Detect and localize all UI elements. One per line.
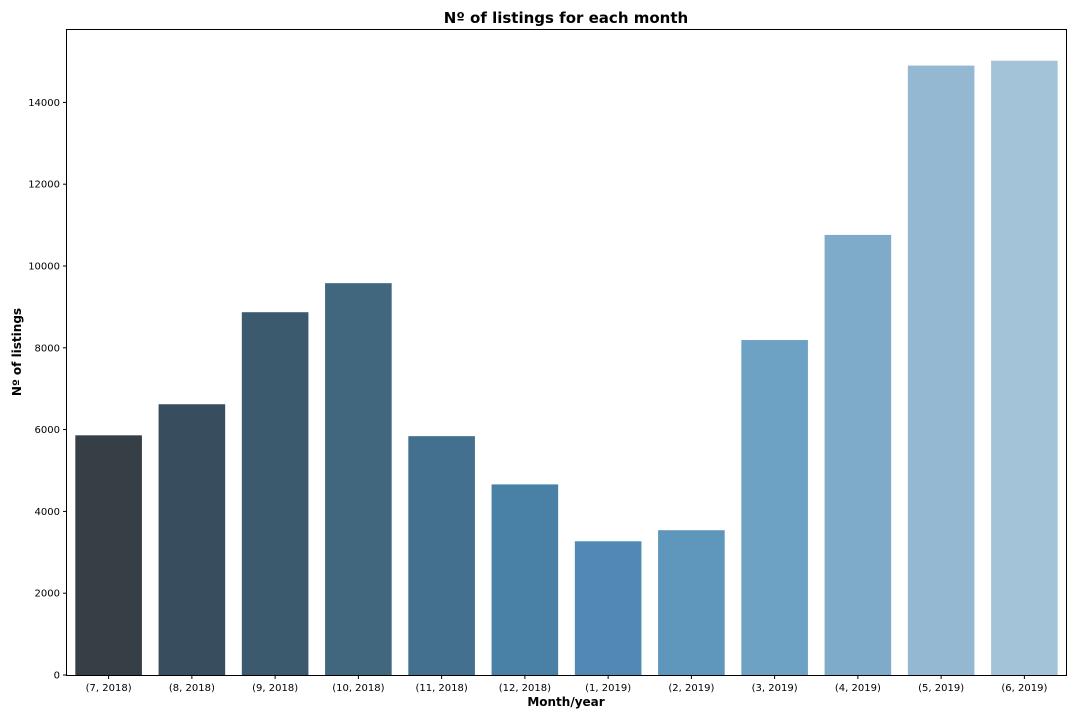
plot-frame [66, 29, 1067, 676]
chart-title: Nº of listings for each month [444, 9, 688, 27]
bar [491, 484, 559, 675]
x-axis-ticks: (7, 2018) (8, 2018) (9, 2018) (10, 2018) (11… [86, 675, 1047, 694]
y-tick-label: 8000 [35, 343, 60, 354]
x-tick-label: (12, 2018) [499, 683, 551, 694]
bar [991, 60, 1058, 676]
bar [741, 340, 808, 675]
y-tick-label: 2000 [35, 589, 60, 600]
y-tick-label: 10000 [28, 261, 60, 272]
y-axis-ticks: 0 2000 4000 6000 8000 10000 12000 14000 [28, 98, 67, 682]
bar [241, 312, 309, 675]
bar [658, 530, 725, 675]
bar [907, 65, 975, 675]
bars-group [75, 60, 1058, 676]
y-tick-label: 12000 [28, 180, 60, 191]
x-tick-label: (1, 2019) [585, 683, 631, 694]
bar [574, 541, 642, 675]
bar [325, 283, 392, 675]
x-tick-label: (7, 2018) [86, 683, 132, 694]
bar [158, 404, 226, 675]
x-tick-label: (6, 2019) [1001, 683, 1047, 694]
x-tick-label: (4, 2019) [835, 683, 881, 694]
x-tick-label: (11, 2018) [415, 683, 467, 694]
y-axis-label: Nº of listings [10, 308, 24, 396]
x-tick-label: (8, 2018) [169, 683, 215, 694]
bar [75, 435, 142, 675]
x-tick-label: (9, 2018) [252, 683, 298, 694]
y-tick-label: 4000 [35, 507, 60, 518]
x-tick-label: (2, 2019) [668, 683, 714, 694]
y-tick-label: 14000 [28, 98, 60, 109]
bar [824, 234, 892, 675]
y-tick-label: 6000 [35, 425, 60, 436]
x-tick-label: (3, 2019) [752, 683, 798, 694]
x-tick-label: (5, 2019) [918, 683, 964, 694]
x-axis-label: Month/year [527, 695, 604, 709]
x-tick-label: (10, 2018) [332, 683, 384, 694]
y-tick-label: 0 [54, 671, 60, 682]
bar [408, 436, 475, 675]
